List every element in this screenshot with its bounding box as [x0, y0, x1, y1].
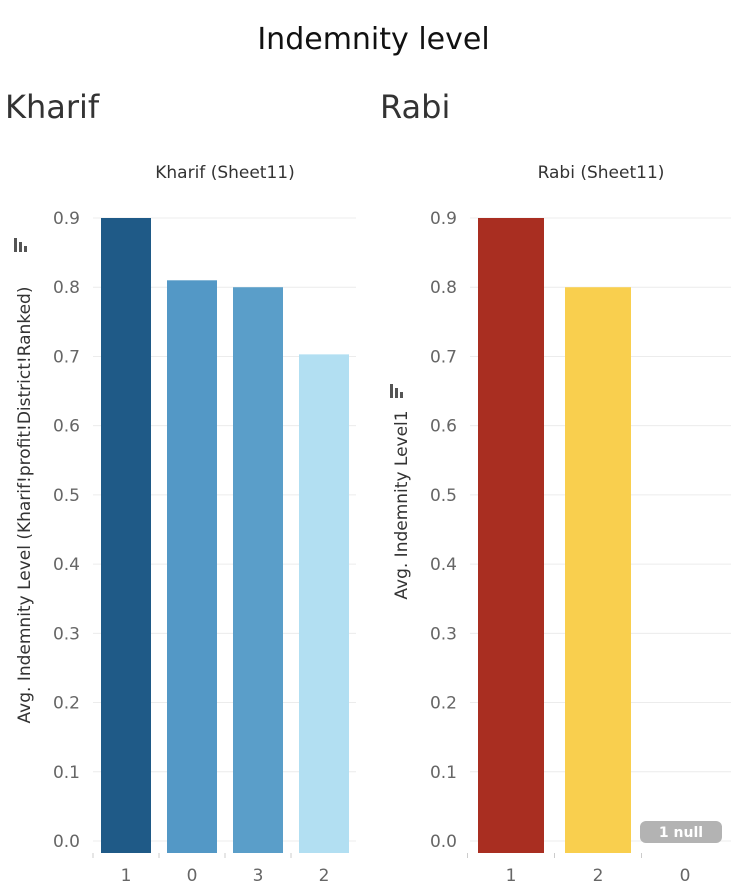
bar-2[interactable] [299, 354, 349, 853]
svg-text:1 null: 1 null [659, 825, 703, 841]
y-tick-label: 0.5 [430, 486, 457, 506]
y-axis-title: Avg. Indemnity Level1 [392, 410, 412, 599]
y-tick-label: 0.3 [430, 624, 457, 644]
y-tick-label: 0.6 [53, 417, 80, 437]
bar-3[interactable] [233, 287, 283, 853]
x-tick-label: 0 [680, 866, 691, 886]
dashboard-title: Indemnity level [257, 22, 490, 57]
y-tick-label: 0.5 [53, 486, 80, 506]
y-tick-label: 0.1 [430, 763, 457, 783]
y-tick-label: 0.0 [430, 832, 457, 852]
sort-descending-icon[interactable] [390, 384, 403, 398]
y-tick-label: 0.9 [53, 209, 80, 229]
y-tick-label: 0.2 [53, 694, 80, 714]
sort-descending-icon[interactable] [14, 238, 27, 252]
bar-2[interactable] [565, 287, 631, 853]
y-tick-label: 0.2 [430, 694, 457, 714]
section-title-rabi: Rabi [380, 88, 451, 126]
y-tick-label: 0.8 [53, 278, 80, 298]
y-tick-label: 0.4 [53, 555, 80, 575]
y-tick-label: 0.0 [53, 832, 80, 852]
y-axis-title: Avg. Indemnity Level (Kharif!profit!Dist… [15, 287, 35, 724]
x-tick-label: 1 [121, 866, 132, 886]
y-tick-label: 0.3 [53, 624, 80, 644]
x-tick-label: 2 [319, 866, 330, 886]
x-tick-label: 2 [593, 866, 604, 886]
bar-0[interactable] [167, 280, 217, 853]
y-tick-label: 0.1 [53, 763, 80, 783]
chart-title: Kharif (Sheet11) [155, 163, 295, 183]
chart-pane-0: Kharif (Sheet11) 0.0 0.1 0.2 0.3 0.4 0.5 0.6 0.7… [14, 163, 356, 886]
x-tick-label: 0 [187, 866, 198, 886]
y-tick-label: 0.7 [53, 347, 80, 367]
y-tick-label: 0.7 [430, 347, 457, 367]
chart-pane-1: Rabi (Sheet11) 0.0 0.1 0.2 0.3 0.4 0.5 0.6 0.7 0.… [390, 163, 731, 886]
section-title-kharif: Kharif [5, 88, 100, 126]
y-tick-label: 0.9 [430, 209, 457, 229]
y-tick-label: 0.8 [430, 278, 457, 298]
bar-1[interactable] [101, 218, 151, 853]
y-tick-label: 0.4 [430, 555, 457, 575]
null-indicator[interactable]: 1 null [640, 821, 722, 843]
chart-title: Rabi (Sheet11) [538, 163, 665, 183]
x-tick-label: 1 [506, 866, 517, 886]
x-tick-label: 3 [253, 866, 264, 886]
y-tick-label: 0.6 [430, 417, 457, 437]
bar-1[interactable] [478, 218, 544, 853]
